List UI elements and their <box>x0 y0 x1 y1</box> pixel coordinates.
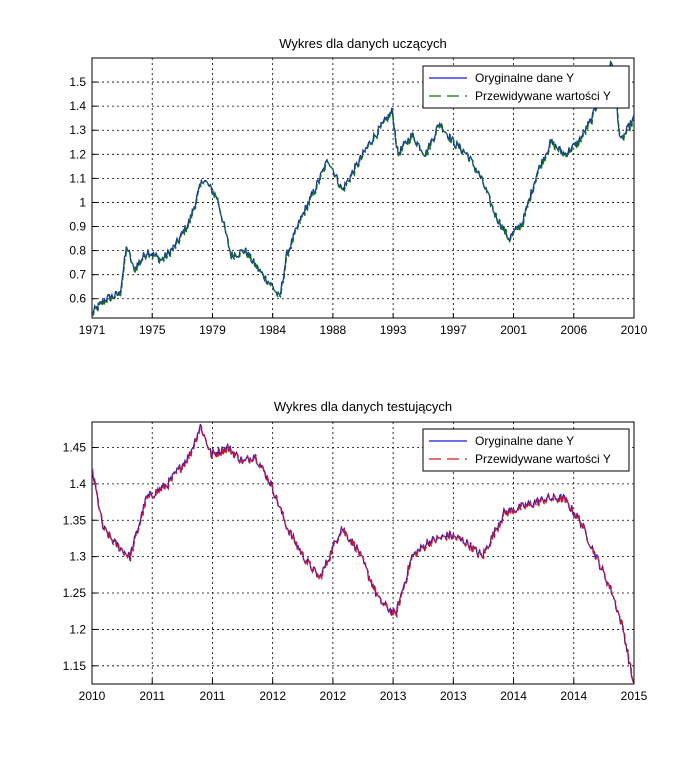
x-tick-label: 1988 <box>320 323 347 337</box>
x-tick-label: 2010 <box>79 689 106 703</box>
legend: Oryginalne dane Y Przewidywane wartości Y <box>422 428 630 472</box>
x-tick-label: 2011 <box>200 689 226 703</box>
y-tick-label: 1.4 <box>69 99 86 113</box>
chart-1: Wykres dla danych uczących 1971 1975 1979 19… <box>69 36 647 337</box>
chart-2: Wykres dla danych testujących 2010 2011 201… <box>63 399 648 703</box>
x-tick-label: 1997 <box>440 323 467 337</box>
y-tick-label: 1.5 <box>69 75 86 89</box>
legend: Oryginalne dane Y Przewidywane wartości Y <box>422 65 630 109</box>
y-tick-label: 0.7 <box>69 268 86 282</box>
series-line-predicted <box>92 61 634 317</box>
x-tick-label: 1971 <box>79 323 106 337</box>
x-tick-label: 2012 <box>259 689 286 703</box>
x-tick-label: 2011 <box>139 689 165 703</box>
x-tick-label: 1975 <box>139 323 166 337</box>
legend-label: Przewidywane wartości Y <box>475 452 611 466</box>
chart-title: Wykres dla danych testujących <box>274 399 452 414</box>
y-tick-label: 1.45 <box>63 440 87 454</box>
x-tick-label: 2010 <box>621 323 648 337</box>
y-tick-label: 0.9 <box>69 220 86 234</box>
y-tick-label: 1.1 <box>69 171 86 185</box>
x-tick-label: 2013 <box>380 689 407 703</box>
x-tick-label: 2014 <box>500 689 527 703</box>
x-tick-label: 2001 <box>500 323 527 337</box>
x-tick-label: 2015 <box>621 689 648 703</box>
legend-box <box>422 65 630 109</box>
series-line-predicted <box>92 424 634 684</box>
legend-label: Przewidywane wartości Y <box>475 89 611 103</box>
legend-label: Oryginalne dane Y <box>475 434 574 448</box>
y-tick-label: 1.15 <box>63 659 87 673</box>
y-tick-label: 1 <box>79 195 86 209</box>
legend-label: Oryginalne dane Y <box>475 71 574 85</box>
x-tick-label: 1979 <box>199 323 226 337</box>
y-tick-label: 1.25 <box>63 586 87 600</box>
x-tick-label: 2013 <box>440 689 467 703</box>
y-tick-label: 1.35 <box>63 513 87 527</box>
x-tick-label: 2006 <box>560 323 587 337</box>
x-tick-label: 1993 <box>380 323 407 337</box>
x-tick-label: 2014 <box>560 689 587 703</box>
legend-box <box>422 428 630 472</box>
y-tick-label: 1.2 <box>69 147 86 161</box>
y-tick-label: 1.3 <box>69 550 86 564</box>
x-tick-label: 2012 <box>320 689 347 703</box>
y-tick-label: 1.4 <box>69 477 86 491</box>
chart-title: Wykres dla danych uczących <box>279 36 447 51</box>
y-tick-label: 1.2 <box>69 622 86 636</box>
x-tick-label: 1984 <box>259 323 286 337</box>
y-tick-label: 0.6 <box>69 292 86 306</box>
y-tick-label: 0.8 <box>69 244 86 258</box>
y-tick-label: 1.3 <box>69 123 86 137</box>
